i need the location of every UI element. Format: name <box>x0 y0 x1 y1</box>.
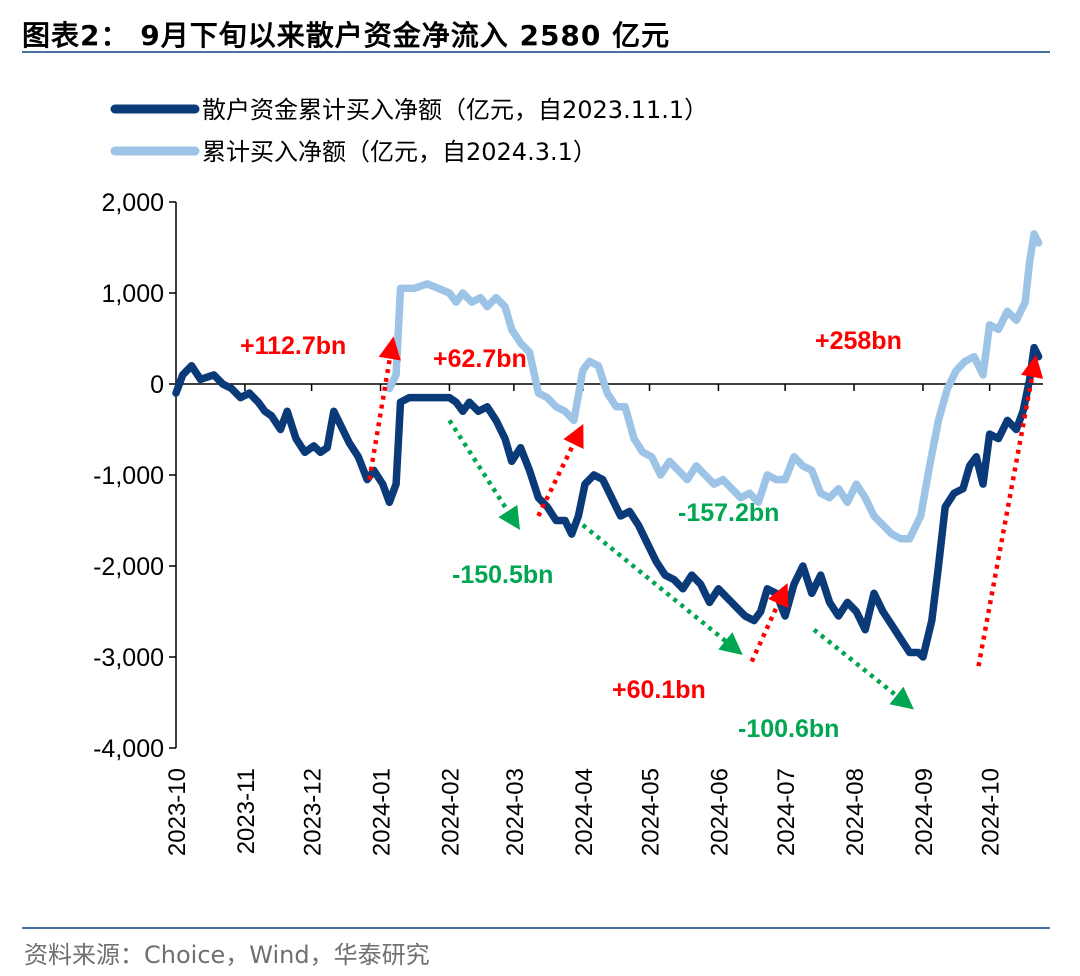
annotation-label: +62.7bn <box>433 345 527 373</box>
legend-label-series-1: 散户资金累计买入净额（亿元，自2023.11.1） <box>202 96 708 124</box>
x-tick-label: 2023-10 <box>164 768 191 856</box>
y-tick-label: 1,000 <box>101 280 164 308</box>
legend: 散户资金累计买入净额（亿元，自2023.11.1） 累计买入净额（亿元，自202… <box>110 96 708 166</box>
annotation-arrow <box>976 354 1044 667</box>
x-tick-label: 2024-02 <box>437 768 464 856</box>
x-tick-label: 2024-09 <box>911 768 938 856</box>
x-tick-label: 2024-04 <box>571 768 598 856</box>
series-line-retail-cumulative <box>172 343 1043 661</box>
y-tick-label: -1,000 <box>93 462 164 490</box>
annotation-arrow <box>581 523 743 655</box>
y-tick-label: 2,000 <box>101 189 164 217</box>
annotation-label: -157.2bn <box>678 499 779 527</box>
x-tick-label: 2024-03 <box>502 768 529 856</box>
x-tick-label: 2024-08 <box>842 768 869 856</box>
y-tick-label: -2,000 <box>93 553 164 581</box>
line-chart: 散户资金累计买入净额（亿元，自2023.11.1） 累计买入净额（亿元，自202… <box>93 96 1044 856</box>
annotation-arrow <box>812 627 914 710</box>
annotation-label: +258bn <box>815 327 902 355</box>
annotation-arrow <box>749 583 789 663</box>
x-tick-label: 2024-01 <box>369 768 396 856</box>
plot-lines <box>172 230 1043 661</box>
x-tick-label: 2023-12 <box>300 768 327 856</box>
x-tick-label: 2024-05 <box>638 768 665 856</box>
source-note: 资料来源：Choice，Wind，华泰研究 <box>24 941 430 969</box>
x-tick-label: 2024-06 <box>706 768 733 856</box>
annotations: +112.7bn +62.7bn -150.5bn -157.2bn +60.1bn -1… <box>240 327 1044 743</box>
y-tick-label: 0 <box>150 371 164 399</box>
annotation-label: -150.5bn <box>452 561 553 589</box>
annotation-label: +60.1bn <box>612 676 706 704</box>
y-tick-label: -3,000 <box>93 644 164 672</box>
x-tick-label: 2023-11 <box>233 768 260 854</box>
top-rule <box>22 51 1050 53</box>
annotation-label: -100.6bn <box>738 715 839 743</box>
figure-title: 图表2： 9月下旬以来散户资金净流入 2580 亿元 <box>22 19 671 52</box>
series-line-cumulative-since-2024-03 <box>385 230 1043 543</box>
annotation-arrow <box>447 419 520 530</box>
x-tick-label: 2024-10 <box>978 768 1005 856</box>
y-tick-label: -4,000 <box>93 735 164 763</box>
annotation-label: +112.7bn <box>240 332 346 360</box>
bottom-rule <box>22 927 1050 929</box>
axes: 2,0001,0000-1,000-2,000-3,000-4,0002023-… <box>93 189 1043 856</box>
x-tick-label: 2024-07 <box>773 768 800 856</box>
annotation-arrow <box>536 423 584 517</box>
legend-label-series-2: 累计买入净额（亿元，自2024.3.1） <box>202 138 597 166</box>
annotation-arrow <box>367 336 401 480</box>
